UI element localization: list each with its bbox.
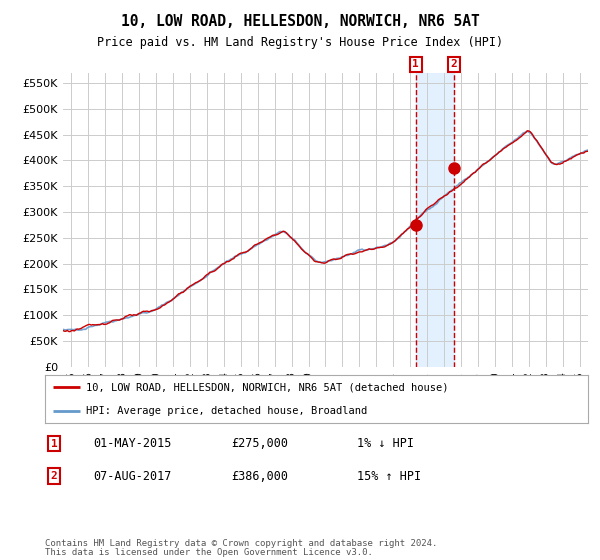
Text: 01-MAY-2015: 01-MAY-2015 [93, 437, 172, 450]
Text: 10, LOW ROAD, HELLESDON, NORWICH, NR6 5AT: 10, LOW ROAD, HELLESDON, NORWICH, NR6 5A… [121, 14, 479, 29]
Text: £275,000: £275,000 [231, 437, 288, 450]
Text: This data is licensed under the Open Government Licence v3.0.: This data is licensed under the Open Gov… [45, 548, 373, 557]
Text: 1: 1 [412, 59, 419, 69]
Bar [416, 73, 454, 367]
Text: Contains HM Land Registry data © Crown copyright and database right 2024.: Contains HM Land Registry data © Crown c… [45, 539, 437, 548]
Text: 15% ↑ HPI: 15% ↑ HPI [357, 469, 421, 483]
Text: 07-AUG-2017: 07-AUG-2017 [93, 469, 172, 483]
Text: 1: 1 [50, 438, 58, 449]
Text: HPI: Average price, detached house, Broadland: HPI: Average price, detached house, Broa… [86, 406, 367, 416]
Text: 1% ↓ HPI: 1% ↓ HPI [357, 437, 414, 450]
Text: Price paid vs. HM Land Registry's House Price Index (HPI): Price paid vs. HM Land Registry's House … [97, 36, 503, 49]
Text: 2: 2 [50, 471, 58, 481]
Text: £386,000: £386,000 [231, 469, 288, 483]
Text: 10, LOW ROAD, HELLESDON, NORWICH, NR6 5AT (detached house): 10, LOW ROAD, HELLESDON, NORWICH, NR6 5A… [86, 382, 448, 392]
Text: 2: 2 [451, 59, 457, 69]
